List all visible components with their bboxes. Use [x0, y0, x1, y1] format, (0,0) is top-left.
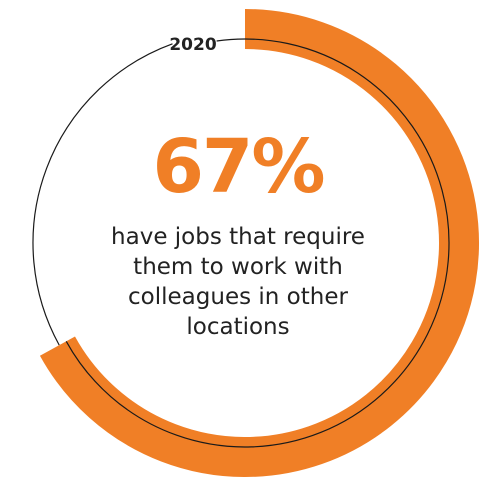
stat-caption: have jobs that require them to work with…	[111, 224, 365, 340]
year-label: 2020	[169, 35, 216, 55]
value-arc-center-line	[65, 38, 450, 448]
percent-value: 67%	[152, 124, 325, 210]
value-arc	[39, 9, 479, 477]
ring-outline-arc	[32, 43, 173, 346]
stat-block: 67% have jobs that require them to work …	[88, 128, 388, 342]
